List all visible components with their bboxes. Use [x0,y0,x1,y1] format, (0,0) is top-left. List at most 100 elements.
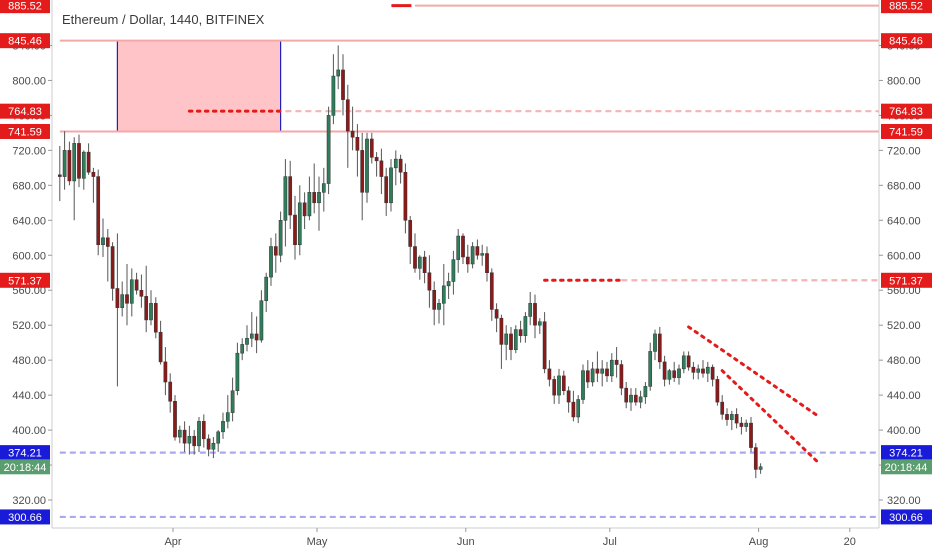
candle-47 [283,159,288,247]
candle-127 [667,368,672,385]
right-tick-label-10: 720.00 [887,145,921,157]
candle-body [350,130,355,138]
candle-body [365,138,369,193]
candle-body [552,379,557,396]
candle-body [288,176,293,216]
candle-119 [629,388,633,411]
candle-body [427,272,432,291]
candle-97 [523,312,528,343]
candle-body [489,272,494,310]
candle-body [437,303,441,310]
candle-4 [77,134,81,188]
candle-51 [302,192,307,230]
level-badge-right-label-3: 741.59 [889,126,923,138]
candle-120 [633,388,638,406]
candle-32 [211,437,216,459]
candle-body [326,115,331,184]
candle-15 [129,268,134,317]
right-tick-label-4: 480.00 [887,355,921,367]
level-badge-right-0 [881,0,932,14]
candle-134 [701,360,705,378]
level-badge-left-label-5: 374.21 [8,448,42,460]
candle-body [417,256,422,269]
candle-body [221,421,225,433]
candle-body [537,321,542,326]
candle-body [336,69,341,77]
trendline-2 [687,325,820,418]
candle-body [139,289,144,297]
candle-body [240,344,245,354]
candle-body [509,333,513,350]
candle-body [600,368,605,374]
candle-body [168,381,173,402]
candle-body [480,253,485,256]
candle-body [312,192,317,204]
candle-body [561,375,566,392]
candle-body [144,296,149,321]
candle-body [734,414,739,424]
candle-body [725,414,729,420]
candle-135 [705,361,710,383]
candle-body [523,316,528,336]
candle-body [153,303,158,333]
candle-body [77,143,81,179]
timer-badge-right-0 [881,459,932,475]
candle-132 [691,361,696,380]
candle-63 [360,132,365,221]
left-tick-label-2: 400.00 [12,425,46,437]
candle-34 [221,412,225,439]
candle-68 [384,167,389,216]
candle-body [369,138,374,158]
candle-83 [456,229,461,273]
candle-136 [710,364,715,387]
candle-body [360,150,365,193]
candle-body [302,202,307,217]
candle-body [720,401,725,415]
candle-94 [509,326,513,361]
candle-body [422,256,427,273]
candle-39 [245,325,249,352]
candle-114 [605,361,609,383]
candle-body [705,366,710,374]
candle-body [269,246,273,278]
right-tick-label-8: 640.00 [887,215,921,227]
candle-107 [571,390,576,422]
candle-58 [336,45,341,90]
level-badge-left-6 [0,509,50,525]
x-tick-label-2: Jun [457,536,475,548]
candle-106 [566,386,571,413]
candle-body [211,442,216,450]
x-tick-label-4: Aug [749,536,769,548]
candle-116 [614,347,619,378]
candle-88 [480,244,485,266]
candle-body [456,235,461,260]
candle-body [585,370,590,383]
candle-body [125,294,129,304]
candle-body [739,422,744,427]
candle-body [249,333,254,339]
candle-body [192,435,197,447]
level-badge-left-3 [0,123,50,139]
candle-91 [494,303,499,333]
candle-141 [734,408,739,429]
candle-123 [648,342,653,391]
left-tick-label-8: 640.00 [12,215,46,227]
candle-body [547,368,552,380]
level-badge-right-5 [881,445,932,461]
candle-54 [317,176,321,231]
candle-body [461,235,465,258]
candle-body [614,359,619,365]
candle-body [494,309,499,319]
candle-body [609,359,614,377]
candle-body [470,246,475,265]
candle-body [163,361,168,383]
candle-36 [230,377,235,422]
candle-10 [105,229,110,282]
right-tick-label-9: 680.00 [887,180,921,192]
candle-78 [432,281,437,326]
left-tick-label-4: 480.00 [12,355,46,367]
candle-74 [413,233,417,273]
candle-13 [120,281,125,317]
candle-body [283,176,288,221]
